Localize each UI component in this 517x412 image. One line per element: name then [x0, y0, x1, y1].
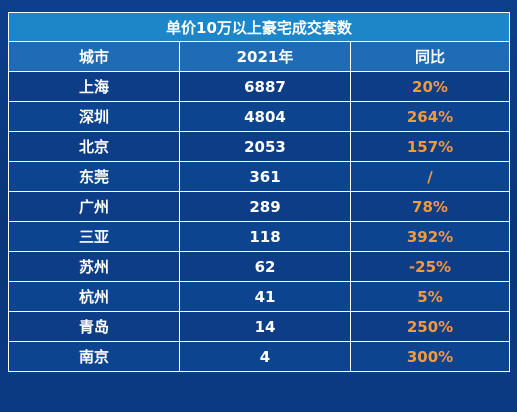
table-row: 三亚 118 392% [8, 221, 510, 252]
yoy-cell: 5% [350, 281, 510, 312]
table-header-row: 城市 2021年 同比 [8, 41, 510, 72]
table-row: 深圳 4804 264% [8, 101, 510, 132]
yoy-cell: 264% [350, 101, 510, 132]
table-row: 上海 6887 20% [8, 71, 510, 102]
table-row: 东莞 361 / [8, 161, 510, 192]
table-panel: 单价10万以上豪宅成交套数 城市 2021年 同比 上海 6887 20% 深圳… [8, 12, 510, 374]
yoy-cell: 392% [350, 221, 510, 252]
column-header-yoy: 同比 [350, 41, 510, 72]
count-cell: 289 [179, 191, 351, 222]
city-cell: 苏州 [8, 251, 180, 282]
count-cell: 6887 [179, 71, 351, 102]
city-cell: 南京 [8, 341, 180, 372]
yoy-cell: 157% [350, 131, 510, 162]
count-cell: 2053 [179, 131, 351, 162]
yoy-cell: 20% [350, 71, 510, 102]
table-title-row: 单价10万以上豪宅成交套数 [8, 12, 510, 42]
table-row: 南京 4 300% [8, 341, 510, 372]
city-cell: 东莞 [8, 161, 180, 192]
table-title: 单价10万以上豪宅成交套数 [8, 12, 510, 42]
table-row: 广州 289 78% [8, 191, 510, 222]
count-cell: 118 [179, 221, 351, 252]
city-cell: 深圳 [8, 101, 180, 132]
column-header-city: 城市 [8, 41, 180, 72]
count-cell: 62 [179, 251, 351, 282]
city-cell: 上海 [8, 71, 180, 102]
yoy-cell: 250% [350, 311, 510, 342]
table-row: 青岛 14 250% [8, 311, 510, 342]
table-row: 苏州 62 -25% [8, 251, 510, 282]
yoy-cell: 300% [350, 341, 510, 372]
table-row: 北京 2053 157% [8, 131, 510, 162]
count-cell: 4 [179, 341, 351, 372]
luxury-housing-table: 单价10万以上豪宅成交套数 城市 2021年 同比 上海 6887 20% 深圳… [8, 12, 510, 372]
count-cell: 361 [179, 161, 351, 192]
count-cell: 14 [179, 311, 351, 342]
yoy-cell: / [350, 161, 510, 192]
count-cell: 41 [179, 281, 351, 312]
count-cell: 4804 [179, 101, 351, 132]
yoy-cell: -25% [350, 251, 510, 282]
city-cell: 北京 [8, 131, 180, 162]
table-row: 杭州 41 5% [8, 281, 510, 312]
city-cell: 杭州 [8, 281, 180, 312]
yoy-cell: 78% [350, 191, 510, 222]
city-cell: 青岛 [8, 311, 180, 342]
column-header-2021: 2021年 [179, 41, 351, 72]
city-cell: 广州 [8, 191, 180, 222]
city-cell: 三亚 [8, 221, 180, 252]
